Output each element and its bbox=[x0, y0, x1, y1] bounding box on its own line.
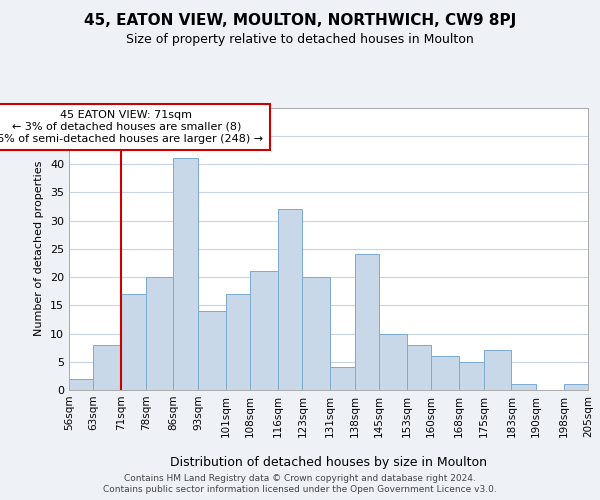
Bar bbox=[250, 272, 278, 390]
Bar bbox=[198, 311, 226, 390]
Bar bbox=[563, 384, 588, 390]
Y-axis label: Number of detached properties: Number of detached properties bbox=[34, 161, 44, 336]
Bar bbox=[379, 334, 407, 390]
Bar bbox=[407, 345, 431, 390]
Bar bbox=[69, 378, 94, 390]
Text: Contains HM Land Registry data © Crown copyright and database right 2024.
Contai: Contains HM Land Registry data © Crown c… bbox=[103, 474, 497, 494]
Bar bbox=[121, 294, 146, 390]
Bar bbox=[173, 158, 198, 390]
Text: Size of property relative to detached houses in Moulton: Size of property relative to detached ho… bbox=[126, 32, 474, 46]
Bar bbox=[226, 294, 250, 390]
Bar bbox=[459, 362, 484, 390]
Bar bbox=[94, 345, 121, 390]
Bar bbox=[278, 209, 302, 390]
Text: 45 EATON VIEW: 71sqm
← 3% of detached houses are smaller (8)
96% of semi-detache: 45 EATON VIEW: 71sqm ← 3% of detached ho… bbox=[0, 110, 263, 144]
Bar bbox=[355, 254, 379, 390]
Bar bbox=[511, 384, 536, 390]
Bar bbox=[146, 277, 173, 390]
Bar bbox=[330, 368, 355, 390]
Text: 45, EATON VIEW, MOULTON, NORTHWICH, CW9 8PJ: 45, EATON VIEW, MOULTON, NORTHWICH, CW9 … bbox=[84, 12, 516, 28]
Bar bbox=[484, 350, 511, 390]
Text: Distribution of detached houses by size in Moulton: Distribution of detached houses by size … bbox=[170, 456, 487, 469]
Bar bbox=[431, 356, 459, 390]
Bar bbox=[302, 277, 330, 390]
